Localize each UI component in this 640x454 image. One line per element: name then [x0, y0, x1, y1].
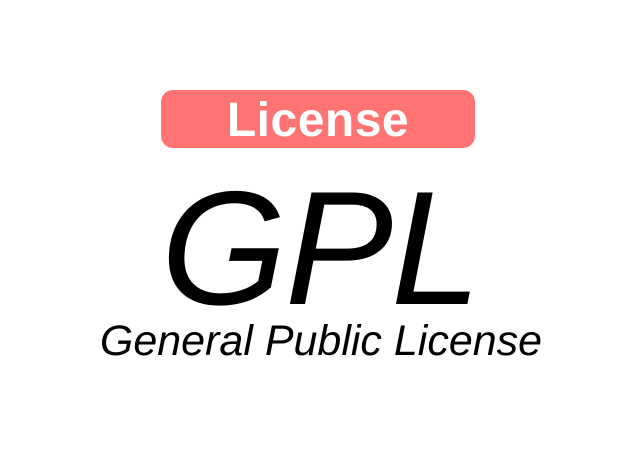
license-abbreviation: GPL — [160, 158, 481, 339]
license-full-name: General Public License — [99, 317, 543, 365]
license-badge-label: License — [226, 94, 410, 147]
license-badge: License — [161, 90, 475, 148]
